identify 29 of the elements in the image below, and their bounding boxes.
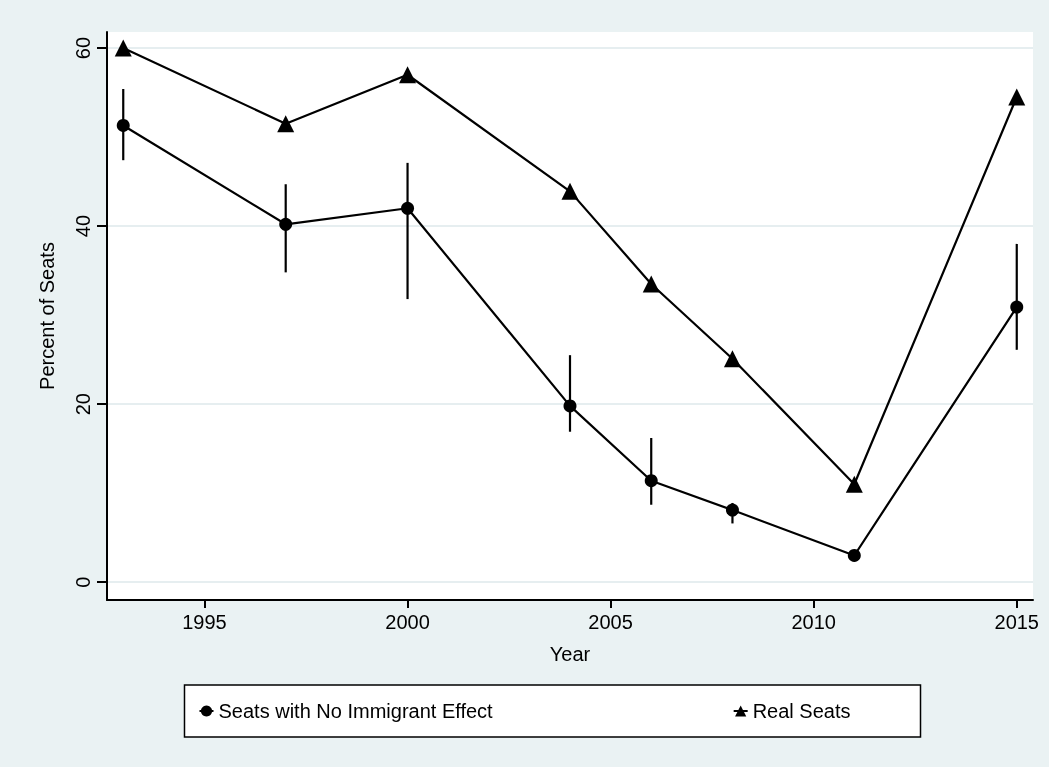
point bbox=[277, 115, 295, 133]
point bbox=[279, 217, 293, 231]
point bbox=[845, 475, 863, 493]
legend-label: Real Seats bbox=[752, 700, 851, 722]
point bbox=[399, 66, 417, 84]
point bbox=[401, 201, 415, 215]
point bbox=[116, 118, 130, 132]
legend-label: Seats with No Immigrant Effect bbox=[218, 700, 494, 722]
y-tick-label: 40 bbox=[72, 214, 94, 238]
y-tick-label: 60 bbox=[72, 36, 94, 60]
point bbox=[563, 399, 577, 413]
point bbox=[723, 350, 741, 368]
y-tick-label: 20 bbox=[72, 393, 94, 416]
x-tick-label: 2010 bbox=[791, 611, 836, 633]
point bbox=[1010, 300, 1024, 314]
point bbox=[1008, 88, 1026, 106]
x-tick-label: 2015 bbox=[994, 611, 1039, 633]
point bbox=[644, 474, 658, 488]
x-tick-label: 2000 bbox=[385, 611, 430, 633]
x-axis-title: Year bbox=[549, 643, 591, 665]
y-tick-label: 0 bbox=[72, 576, 94, 588]
point bbox=[114, 39, 132, 57]
x-tick-label: 2005 bbox=[588, 611, 633, 633]
point bbox=[642, 275, 660, 293]
point bbox=[561, 182, 579, 200]
point bbox=[725, 503, 739, 517]
x-tick-label: 1995 bbox=[182, 611, 227, 633]
y-axis-title: Percent of Seats bbox=[36, 242, 58, 390]
point bbox=[847, 548, 861, 562]
